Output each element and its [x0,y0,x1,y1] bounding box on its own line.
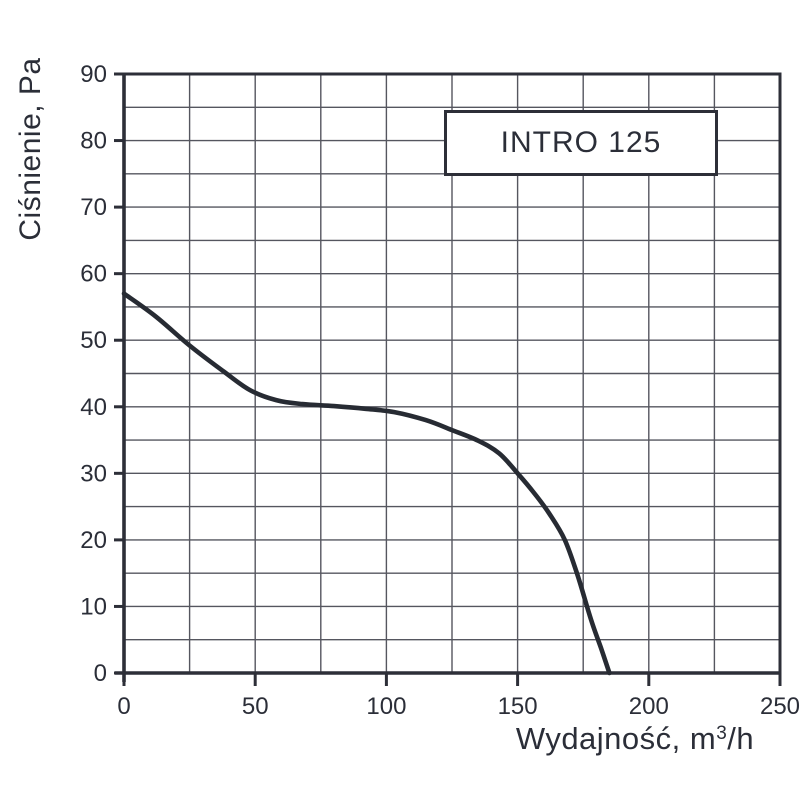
y-tick-label: 0 [94,660,107,687]
x-tick-label: 250 [760,693,800,720]
x-tick-label: 0 [117,693,130,720]
x-tick-label: 100 [366,693,406,720]
x-axis-label-suffix: /h [727,721,755,756]
y-tick-label: 70 [80,194,107,221]
x-tick-label: 50 [242,693,269,720]
y-axis-label: Ciśnienie, Pa [14,57,47,241]
y-tick-label: 20 [80,527,107,554]
y-tick-label: 40 [80,394,107,421]
y-tick-label: 60 [80,261,107,288]
x-tick-label: 150 [498,693,538,720]
x-axis-label: Wydajność, m3/h [440,721,800,757]
series-title-box: INTRO 125 [444,110,718,176]
y-tick-label: 30 [80,460,107,487]
y-tick-label: 90 [80,61,107,88]
x-tick-label: 200 [629,693,669,720]
x-axis-label-prefix: Wydajność, m [515,721,717,756]
series-title: INTRO 125 [500,126,662,159]
y-tick-label: 10 [80,593,107,620]
y-tick-label: 50 [80,327,107,354]
x-axis-label-superscript: 3 [716,723,728,744]
y-tick-label: 80 [80,128,107,155]
performance-curve [121,291,612,676]
